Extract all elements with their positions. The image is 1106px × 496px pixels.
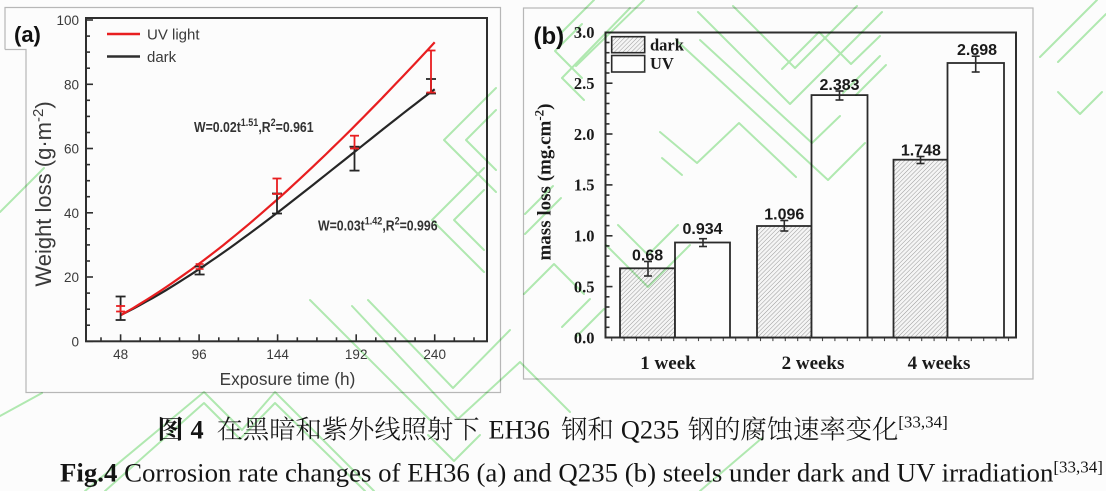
svg-text:Q235: Q235 <box>621 416 679 445</box>
svg-text:(b): (b) <box>534 23 565 50</box>
svg-text:3.0: 3.0 <box>574 23 595 42</box>
svg-text:1.5: 1.5 <box>574 176 595 195</box>
svg-text:20: 20 <box>64 270 79 285</box>
svg-text:W=0.02t1.51,R2=0.961: W=0.02t1.51,R2=0.961 <box>194 117 314 135</box>
svg-text:2.698: 2.698 <box>957 42 997 59</box>
svg-text:1.748: 1.748 <box>901 142 941 159</box>
svg-text:1.096: 1.096 <box>764 206 804 223</box>
svg-text:1.0: 1.0 <box>574 227 595 246</box>
svg-text:dark: dark <box>147 49 177 66</box>
svg-text:2 weeks: 2 weeks <box>782 353 845 374</box>
svg-text:0.0: 0.0 <box>574 328 595 347</box>
svg-text:Exposure time (h): Exposure time (h) <box>220 369 356 389</box>
svg-text:60: 60 <box>64 142 79 157</box>
svg-text:144: 144 <box>266 347 289 362</box>
svg-text:100: 100 <box>56 13 79 28</box>
svg-text:UV light: UV light <box>147 26 200 43</box>
svg-text:96: 96 <box>192 347 207 362</box>
svg-text:Weight loss (g·m-2): Weight loss (g·m-2) <box>30 101 56 286</box>
svg-text:80: 80 <box>64 78 79 93</box>
svg-text:(a): (a) <box>14 22 41 47</box>
svg-text:48: 48 <box>113 347 128 362</box>
svg-text:Fig.4 Corrosion rate changes o: Fig.4 Corrosion rate changes of EH36 (a)… <box>60 457 1103 487</box>
svg-text:40: 40 <box>64 206 79 221</box>
svg-text:EH36: EH36 <box>489 416 550 445</box>
svg-text:0.5: 0.5 <box>574 277 595 296</box>
svg-text:UV: UV <box>650 54 674 73</box>
svg-text:4 weeks: 4 weeks <box>908 353 971 374</box>
svg-text:2.383: 2.383 <box>819 77 859 94</box>
svg-text:mass loss (mg.cm-2): mass loss (mg.cm-2) <box>532 103 556 260</box>
svg-text:dark: dark <box>650 36 685 55</box>
svg-text:4: 4 <box>191 416 204 445</box>
svg-text:2.5: 2.5 <box>574 74 595 93</box>
svg-text:2.0: 2.0 <box>574 125 595 144</box>
svg-text:240: 240 <box>423 347 446 362</box>
svg-text:1 week: 1 week <box>640 353 696 374</box>
svg-text:0.934: 0.934 <box>682 221 722 238</box>
svg-text:[33,34]: [33,34] <box>898 413 948 432</box>
svg-text:0: 0 <box>71 335 79 350</box>
svg-text:W=0.03t1.42,R2=0.996: W=0.03t1.42,R2=0.996 <box>318 216 438 234</box>
